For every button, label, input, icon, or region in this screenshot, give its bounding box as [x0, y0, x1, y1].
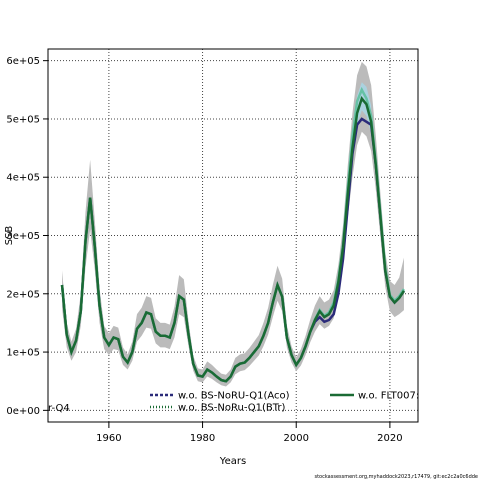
y-tick-label: 6e+05 — [6, 56, 40, 67]
partial-legend-label: r-Q4 — [48, 403, 70, 414]
confidence-band — [62, 61, 404, 387]
footer-note: stockassessment.org,myhaddock2023,r17479… — [314, 474, 478, 480]
x-axis-label: Years — [219, 456, 246, 467]
y-tick-label: 0e+00 — [6, 406, 40, 417]
y-tick-label: 1e+05 — [6, 348, 40, 359]
series-line-main — [60, 95, 405, 383]
grid-lines — [48, 49, 418, 422]
y-axis-label: SSB — [4, 226, 15, 246]
y-axis: 0e+00 1e+05 2e+05 3e+05 4e+05 5e+05 6e+05 — [6, 56, 48, 417]
x-tick-label: 2000 — [284, 433, 309, 444]
legend-label: w.o. FLT007: — [358, 391, 419, 402]
y-tick-label: 5e+05 — [6, 114, 40, 125]
x-axis: 1960 1980 2000 2020 — [96, 422, 403, 444]
legend-label: w.o. BS-NoRu-Q1(BTr) — [178, 403, 286, 414]
legend-label: w.o. BS-NoRU-Q1(Aco) — [178, 391, 290, 402]
y-tick-label: 4e+05 — [6, 173, 40, 184]
x-tick-label: 1980 — [190, 433, 215, 444]
y-tick-label: 2e+05 — [6, 289, 40, 300]
y-tick-label: 3e+05 — [6, 231, 40, 242]
x-tick-label: 2020 — [377, 433, 402, 444]
legend: w.o. BS-NoRU-Q1(Aco)w.o. BS-NoRu-Q1(BTr)… — [150, 391, 419, 414]
series-lines — [60, 86, 405, 383]
x-tick-label: 1960 — [96, 433, 121, 444]
